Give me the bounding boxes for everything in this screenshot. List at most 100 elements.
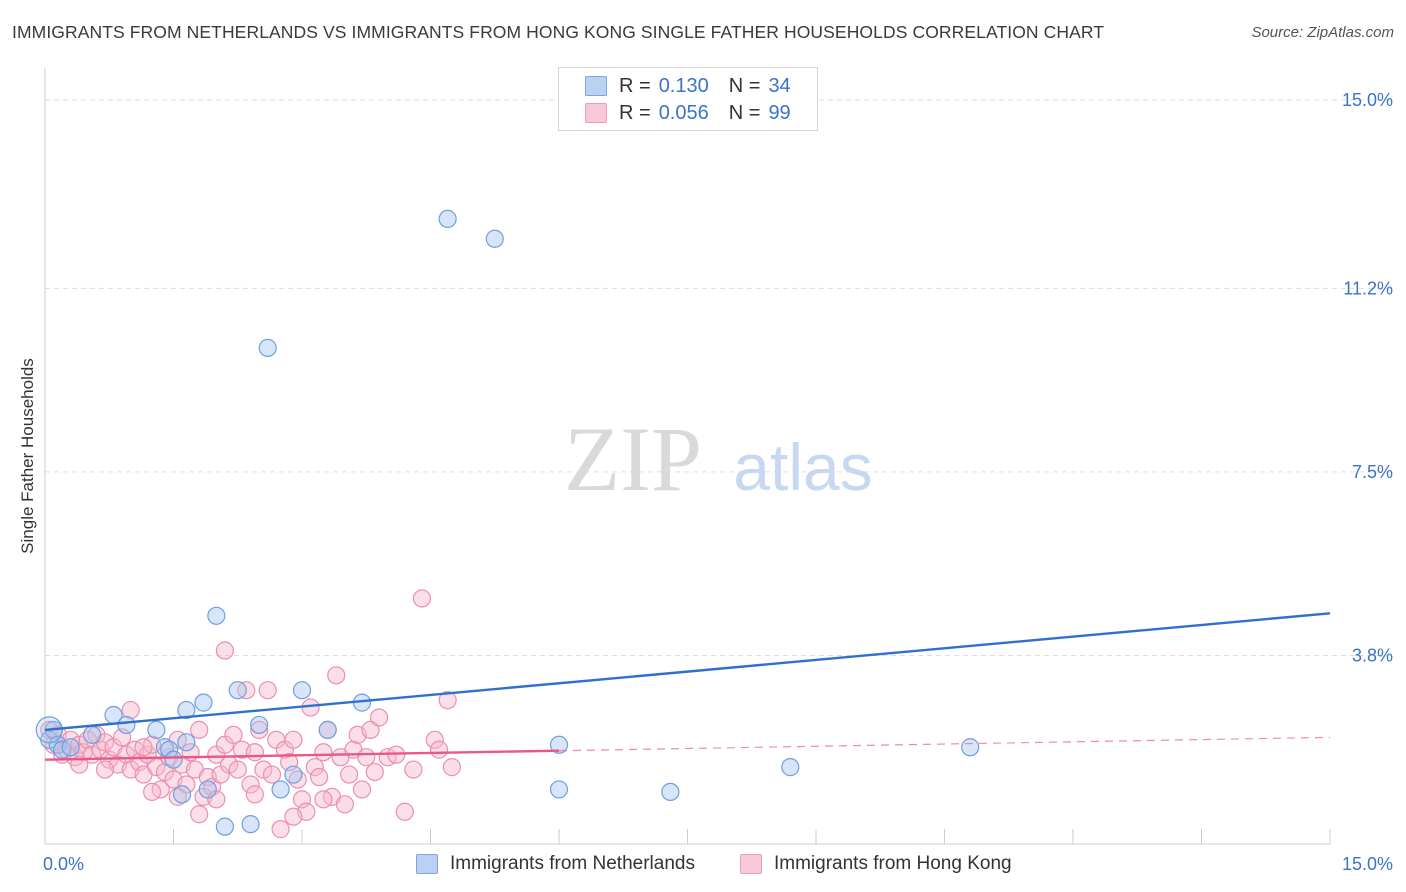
- hongkong-point: [271, 820, 290, 839]
- netherlands-n-label: N =: [728, 74, 761, 97]
- bottom-netherlands-swatch: [416, 854, 438, 874]
- hongkong-point: [370, 708, 389, 727]
- hongkong-point: [404, 760, 423, 779]
- netherlands-point: [284, 765, 303, 784]
- hongkong-points: [40, 589, 462, 839]
- hongkong-point: [190, 805, 209, 824]
- bottom-hongkong-swatch: [740, 854, 762, 874]
- hongkong-point: [134, 738, 153, 757]
- hongkong-point: [301, 698, 320, 717]
- hongkong-n-label: N =: [728, 101, 761, 124]
- netherlands-point: [177, 733, 196, 752]
- tick-labels: 3.8% 7.5% 11.2% 15.0% 0.0% 15.0%: [43, 90, 1393, 874]
- netherlands-point: [438, 209, 457, 229]
- axes: [44, 68, 1331, 845]
- legend-row-netherlands: R = 0.130 N = 34: [585, 74, 791, 98]
- netherlands-point: [194, 693, 213, 712]
- netherlands-point: [228, 681, 247, 700]
- y-tick-label: 11.2%: [1343, 278, 1393, 298]
- netherlands-point: [661, 782, 680, 802]
- netherlands-point: [250, 715, 269, 735]
- watermark-zip: ZIP: [564, 408, 702, 510]
- hongkong-point: [215, 641, 234, 660]
- hongkong-point: [310, 767, 329, 787]
- y-tick-label: 3.8%: [1352, 645, 1393, 665]
- hongkong-point: [224, 725, 243, 744]
- hongkong-point: [425, 730, 444, 749]
- netherlands-point: [117, 715, 136, 735]
- hongkong-n-value: 99: [768, 101, 791, 124]
- hongkong-r-value: 0.056: [658, 101, 709, 124]
- hongkong-point: [340, 765, 359, 784]
- hongkong-point: [335, 795, 354, 814]
- netherlands-point: [781, 758, 800, 777]
- netherlands-point: [241, 815, 260, 834]
- netherlands-point: [207, 606, 226, 625]
- hongkong-trend-line-dashed: [558, 736, 1331, 752]
- bottom-netherlands-label: Immigrants from Netherlands: [450, 853, 695, 874]
- source-label: Source: ZipAtlas.com: [1251, 24, 1394, 41]
- y-axis-label: Single Father Households: [18, 358, 37, 554]
- hongkong-point: [241, 775, 260, 794]
- grid-lines: [45, 99, 1395, 656]
- hongkong-point: [305, 758, 324, 777]
- netherlands-point: [549, 780, 569, 799]
- hongkong-point: [352, 780, 372, 799]
- correlation-legend: R = 0.130 N = 34 R = 0.056 N = 99: [558, 67, 818, 131]
- netherlands-point: [549, 735, 569, 754]
- netherlands-point: [292, 681, 312, 700]
- netherlands-swatch: [585, 76, 607, 96]
- hongkong-point: [284, 730, 303, 749]
- netherlands-point: [961, 738, 980, 757]
- hongkong-point: [258, 681, 277, 700]
- hongkong-point: [121, 700, 140, 720]
- netherlands-point: [172, 785, 192, 804]
- hongkong-point: [250, 720, 269, 739]
- y-tick-label: 7.5%: [1352, 462, 1393, 482]
- hongkong-point: [314, 743, 333, 762]
- hongkong-point: [190, 720, 209, 739]
- netherlands-point: [61, 738, 80, 757]
- netherlands-r-label: R =: [619, 74, 651, 97]
- y-tick-label: 15.0%: [1342, 90, 1393, 110]
- hongkong-point: [361, 720, 380, 739]
- netherlands-n-value: 34: [768, 74, 791, 97]
- hongkong-point: [395, 802, 414, 821]
- hongkong-point: [245, 743, 264, 762]
- netherlands-point: [177, 700, 196, 720]
- netherlands-point: [215, 817, 234, 836]
- chart-title: IMMIGRANTS FROM NETHERLANDS VS IMMIGRANT…: [12, 22, 1105, 42]
- hongkong-point: [357, 748, 376, 767]
- netherlands-r-value: 0.130: [658, 74, 709, 97]
- hongkong-point: [177, 775, 196, 794]
- netherlands-point: [258, 338, 277, 357]
- hongkong-point: [245, 785, 264, 804]
- netherlands-point: [83, 725, 102, 744]
- watermark-atlas: atlas: [733, 430, 872, 504]
- hongkong-trend-line: [44, 749, 560, 761]
- hongkong-point: [228, 760, 247, 779]
- hongkong-point: [262, 765, 282, 784]
- hongkong-point: [284, 807, 303, 826]
- watermark: ZIP atlas: [564, 408, 873, 510]
- netherlands-point: [198, 780, 217, 799]
- netherlands-point: [318, 720, 337, 739]
- hongkong-point: [142, 782, 162, 802]
- hongkong-point: [327, 666, 346, 685]
- hongkong-point: [365, 762, 384, 782]
- netherlands-point: [485, 229, 504, 248]
- hongkong-point: [314, 790, 333, 809]
- hongkong-point: [412, 589, 432, 608]
- hongkong-point: [70, 755, 89, 774]
- netherlands-point: [271, 780, 290, 799]
- hongkong-point: [429, 740, 449, 759]
- hongkong-point: [95, 760, 115, 779]
- bottom-legend-netherlands: Immigrants from Netherlands: [416, 852, 695, 876]
- bottom-legend-hongkong: Immigrants from Hong Kong: [740, 852, 1012, 876]
- hongkong-point: [442, 758, 462, 777]
- trend-lines: [44, 612, 1331, 761]
- hongkong-point: [438, 691, 457, 710]
- legend-row-hongkong: R = 0.056 N = 99: [585, 101, 791, 125]
- netherlands-point: [164, 750, 183, 769]
